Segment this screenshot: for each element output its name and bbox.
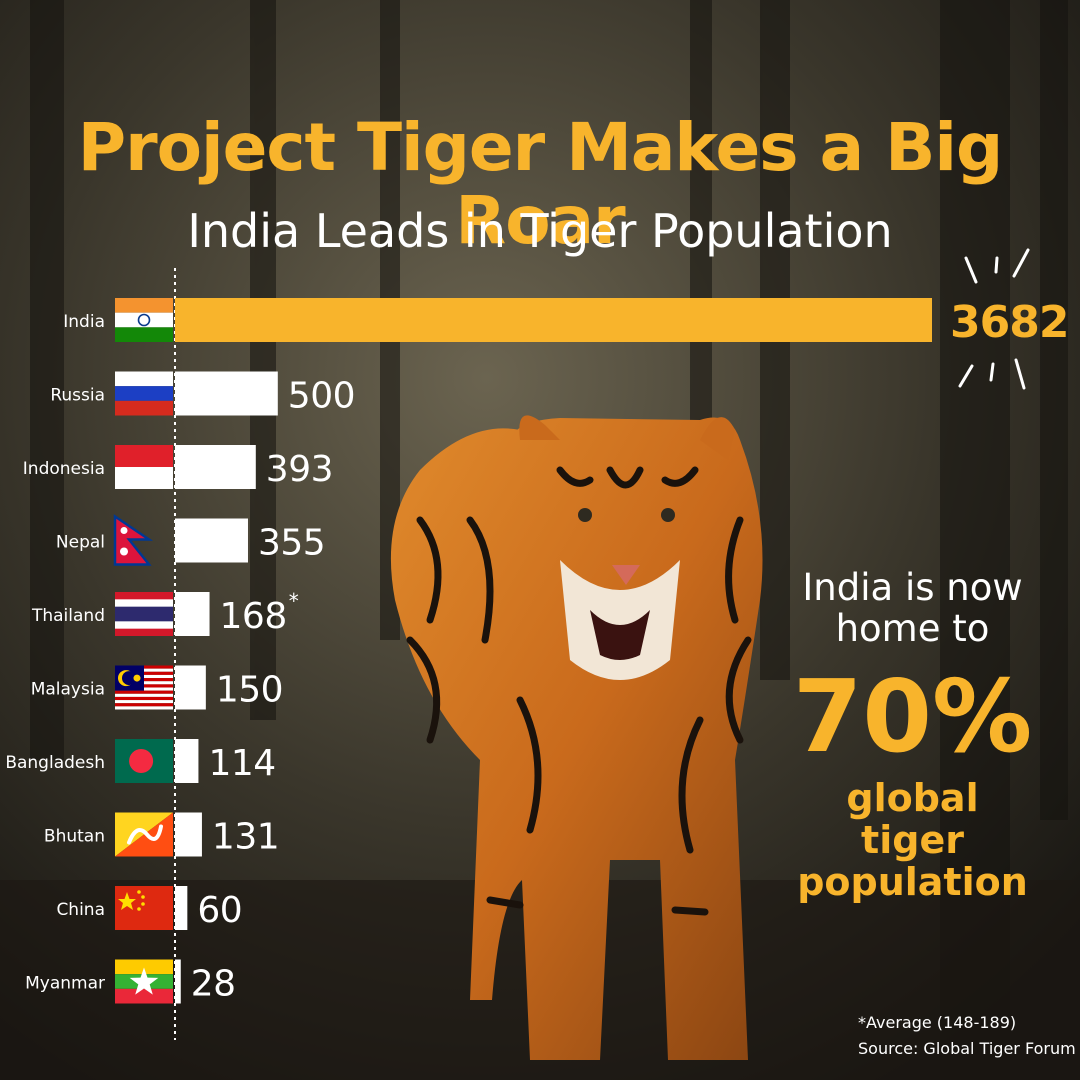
callout-line-2: home to: [835, 606, 990, 650]
category-label-bangladesh: Bangladesh: [5, 753, 105, 773]
bar-myanmar: [175, 959, 181, 1004]
value-label-bhutan: 131: [212, 817, 279, 858]
flag-thailand-icon: [115, 592, 173, 636]
bar-russia: [175, 371, 278, 416]
flag-bangladesh-icon: [115, 739, 173, 783]
category-label-bhutan: Bhutan: [44, 827, 105, 847]
flag-china-icon: [115, 886, 173, 930]
flag-russia-icon: [115, 371, 173, 416]
callout-text: India is now home to: [790, 566, 1035, 650]
flag-nepal-icon: [113, 514, 154, 566]
bar-nepal: [175, 518, 248, 563]
footnote: *Average (148-189): [858, 1013, 1017, 1032]
callout-percent: 70%: [792, 658, 1033, 775]
flag-indonesia-icon: [115, 445, 173, 489]
bar-malaysia: [175, 665, 206, 710]
category-label-russia: Russia: [50, 386, 105, 406]
category-label-indonesia: Indonesia: [23, 459, 105, 479]
value-label-bangladesh: 114: [208, 743, 275, 784]
page-title: Project Tiger Makes a Big Roar: [77, 109, 1004, 259]
callout-line-1: India is now: [802, 566, 1023, 609]
value-label-myanmar: 28: [191, 964, 236, 1005]
value-label-russia: 500: [288, 376, 355, 417]
category-label-india: India: [63, 312, 105, 332]
bar-bhutan: [175, 812, 202, 857]
tiger-illustration: [390, 415, 763, 1060]
category-label-china: China: [56, 900, 105, 920]
bar-china: [175, 886, 188, 930]
burst-lines-icon: [958, 248, 1030, 390]
bar-indonesia: [175, 445, 256, 489]
source-note: Source: Global Tiger Forum: [858, 1039, 1076, 1058]
flag-bhutan-icon: [115, 812, 173, 857]
value-label-china: 60: [197, 890, 242, 931]
bar-thailand: [175, 592, 210, 636]
bar-india: [175, 298, 932, 342]
callout-line-3: global tiger: [846, 776, 979, 862]
flag-india-icon: [115, 298, 173, 342]
value-label-nepal: 355: [258, 523, 325, 564]
category-label-nepal: Nepal: [56, 533, 105, 553]
callout-highlight: global tiger population: [790, 776, 1035, 904]
category-label-myanmar: Myanmar: [25, 974, 105, 994]
value-label-indonesia: 393: [266, 449, 333, 490]
flag-myanmar-icon: [115, 959, 173, 1004]
value-label-india: 3682: [950, 297, 1068, 348]
page-subtitle: India Leads in Tiger Population: [187, 204, 893, 258]
bar-bangladesh: [175, 739, 199, 783]
category-label-thailand: Thailand: [31, 606, 105, 626]
callout-line-4: population: [797, 859, 1028, 904]
value-label-malaysia: 150: [216, 670, 283, 711]
value-label-thailand: 168: [220, 596, 287, 637]
category-label-malaysia: Malaysia: [31, 680, 105, 700]
annotation-asterisk: *: [289, 589, 299, 613]
flag-malaysia-icon: [115, 665, 173, 710]
